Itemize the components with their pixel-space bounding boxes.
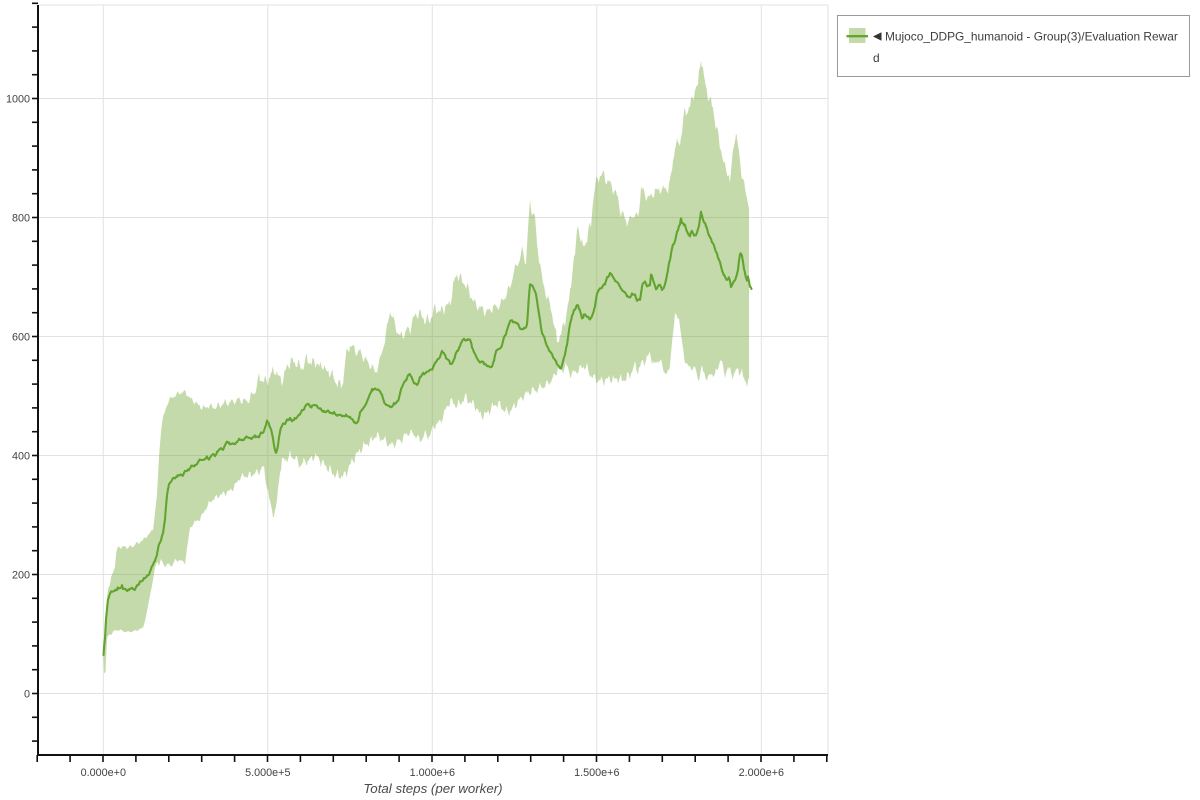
svg-text:1.500e+6: 1.500e+6: [574, 767, 619, 779]
svg-text:Mujoco_DDPG_humanoid - Group(3: Mujoco_DDPG_humanoid - Group(3)/Evaluati…: [885, 29, 1178, 43]
svg-text:400: 400: [12, 450, 30, 462]
svg-text:Total steps (per worker): Total steps (per worker): [363, 781, 502, 796]
svg-text:200: 200: [12, 569, 30, 581]
svg-text:d: d: [873, 51, 880, 65]
svg-text:0.000e+0: 0.000e+0: [81, 767, 126, 779]
svg-text:1.000e+6: 1.000e+6: [410, 767, 455, 779]
svg-text:600: 600: [12, 331, 30, 343]
svg-text:2.000e+6: 2.000e+6: [739, 767, 784, 779]
svg-text:5.000e+5: 5.000e+5: [245, 767, 290, 779]
svg-text:800: 800: [12, 212, 30, 224]
svg-text:1000: 1000: [6, 93, 30, 105]
svg-text:0: 0: [24, 688, 30, 700]
